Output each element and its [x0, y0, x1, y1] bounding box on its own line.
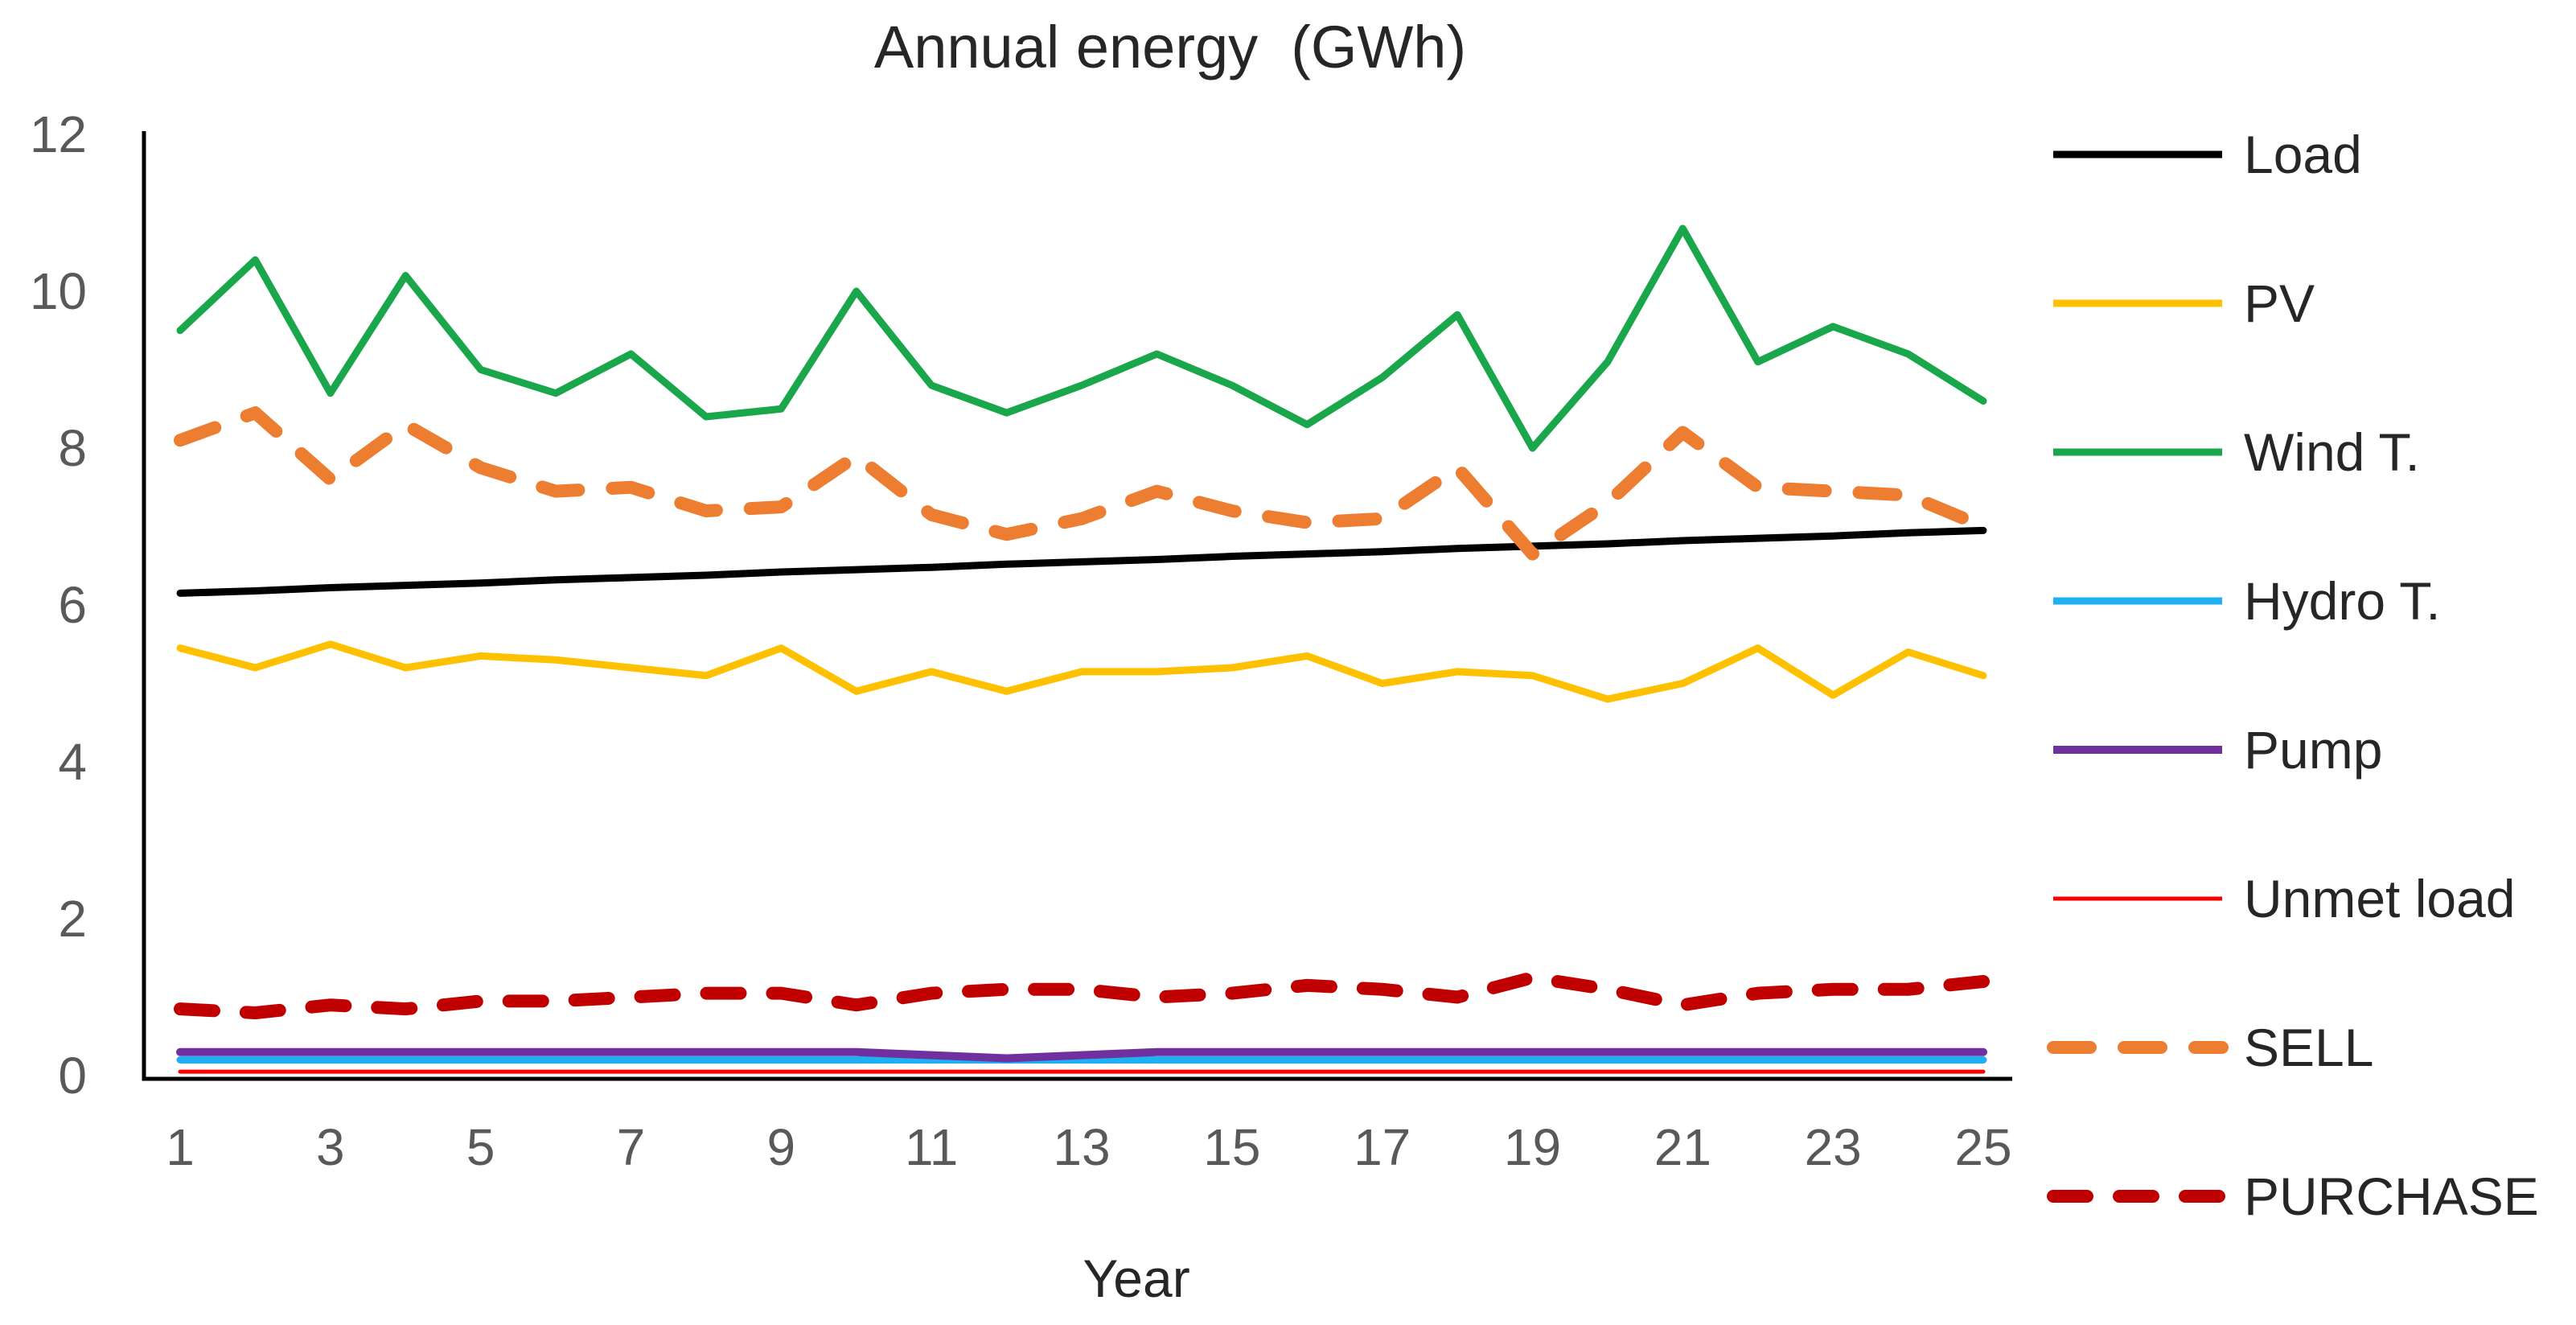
x-tick-label: 23 — [1805, 1118, 1862, 1176]
axis-lines — [142, 131, 2012, 1081]
y-tick-label: 0 — [58, 1047, 87, 1105]
legend: Load PV Wind T. Hydro T. Pump Unmet load SELL P… — [2047, 125, 2539, 1226]
series-line-wind-t- — [176, 224, 1987, 452]
series-line-pump — [176, 1047, 1988, 1063]
legend-label: PV — [2244, 274, 2315, 333]
legend-label: Unmet load — [2244, 869, 2516, 928]
series-layer — [174, 224, 1991, 1074]
legend-label: Pump — [2244, 720, 2382, 780]
series-line-load — [176, 526, 1987, 597]
legend-item: Load — [2053, 125, 2362, 184]
x-tick-label: 7 — [617, 1118, 646, 1176]
chart-title: Annual energy (GWh) — [874, 14, 1466, 80]
y-tick-label: 10 — [30, 262, 87, 320]
legend-item: SELL — [2047, 1018, 2373, 1077]
x-tick-label: 25 — [1954, 1118, 2011, 1176]
legend-label: Load — [2244, 125, 2362, 184]
legend-label: PURCHASE — [2244, 1167, 2539, 1226]
legend-label: SELL — [2244, 1018, 2373, 1077]
y-tick-label: 2 — [58, 890, 87, 948]
x-tick-label: 19 — [1504, 1118, 1561, 1176]
x-tick-label: 9 — [767, 1118, 796, 1176]
series-line-purchase — [174, 971, 1991, 1019]
x-tick-label: 1 — [166, 1118, 195, 1176]
legend-item: PURCHASE — [2047, 1167, 2539, 1226]
y-tick-label: 12 — [30, 105, 87, 163]
legend-item: Hydro T. — [2053, 571, 2441, 631]
x-tick-label: 15 — [1203, 1118, 1260, 1176]
y-tick-label: 8 — [58, 419, 87, 477]
legend-label: Wind T. — [2244, 422, 2420, 482]
y-tick-label: 6 — [58, 576, 87, 634]
series-line-pv — [176, 640, 1987, 703]
legend-label: Hydro T. — [2244, 571, 2441, 631]
x-axis-title: Year — [1083, 1249, 1189, 1308]
x-tick-label: 13 — [1053, 1118, 1110, 1176]
x-tick-label: 5 — [466, 1118, 495, 1176]
y-tick-label: 4 — [58, 733, 87, 791]
series-line-sell — [174, 406, 1991, 561]
legend-item: Pump — [2053, 720, 2382, 780]
legend-item: PV — [2053, 274, 2315, 333]
legend-item: Unmet load — [2053, 869, 2516, 928]
legend-item: Wind T. — [2053, 422, 2420, 482]
x-tick-label: 17 — [1354, 1118, 1411, 1176]
axes-layer — [142, 131, 2012, 1081]
x-tick-label: 3 — [316, 1118, 345, 1176]
x-tick-label: 11 — [905, 1118, 958, 1176]
x-tick-label: 21 — [1654, 1118, 1711, 1176]
